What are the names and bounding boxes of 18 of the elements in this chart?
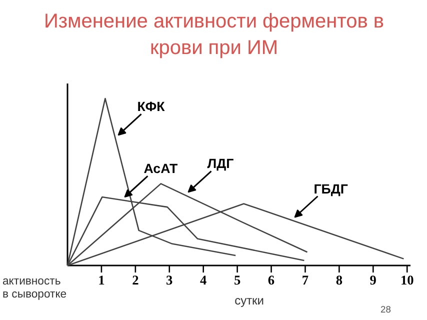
chart-title: Изменение активности ферментов в крови при ИМ xyxy=(44,10,384,59)
x-tick-label: 6 xyxy=(268,272,275,288)
x-tick-label: 5 xyxy=(234,272,241,288)
x-tick-label: 2 xyxy=(132,272,140,288)
x-tick-label: 4 xyxy=(200,272,208,288)
text: ЛДГ xyxy=(207,156,234,172)
x-tick-label: 10 xyxy=(400,272,414,288)
x-tick-label: 1 xyxy=(98,272,105,288)
text: 28 xyxy=(380,304,391,314)
text: ГБДГ xyxy=(314,181,348,196)
x-tick-label: 3 xyxy=(166,272,174,288)
text: АсАТ xyxy=(144,161,178,176)
x-tick-label: 9 xyxy=(370,272,377,288)
x-axis-title: сутки xyxy=(234,294,264,308)
x-tick-label: 7 xyxy=(302,272,309,288)
y-axis-title: активность в сыворотке xyxy=(2,276,67,300)
text: КФК xyxy=(137,99,166,114)
x-tick-label: 8 xyxy=(336,272,343,288)
